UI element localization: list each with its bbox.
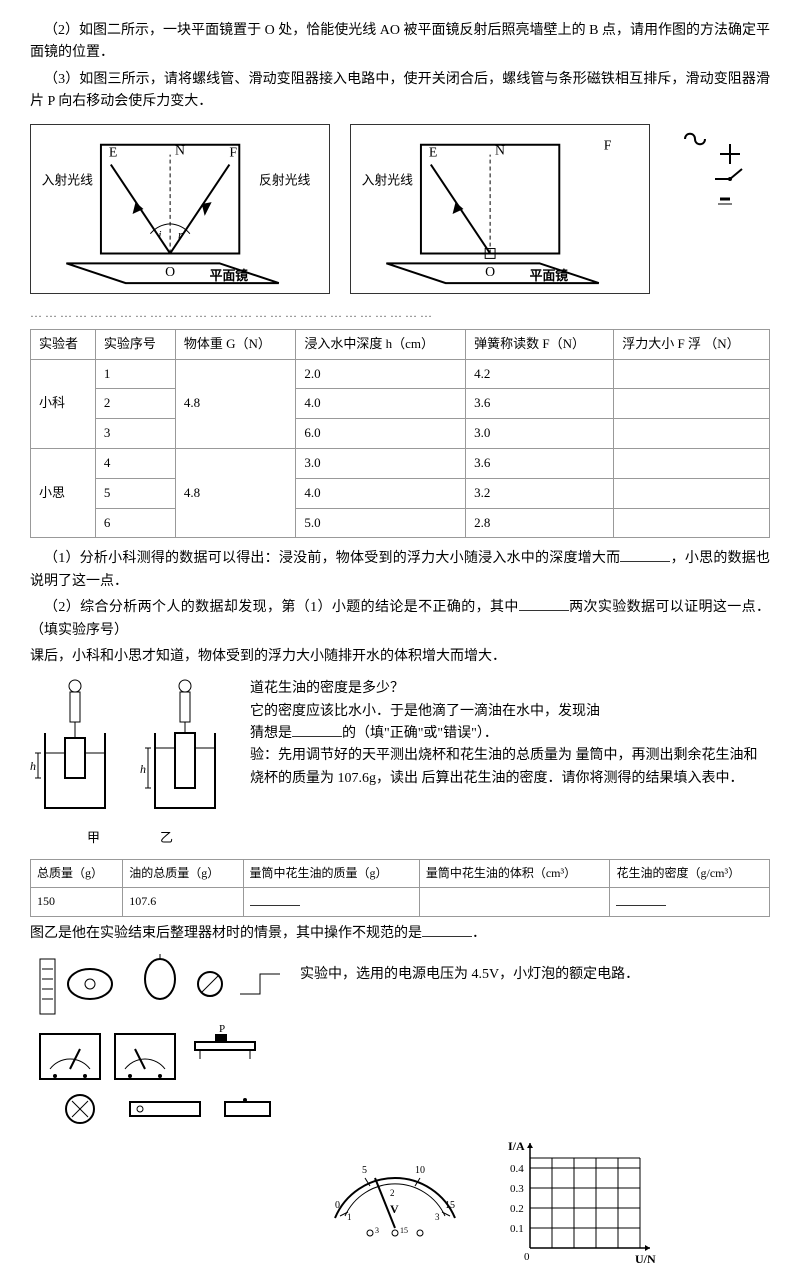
svg-text:0.3: 0.3: [510, 1183, 524, 1195]
question-3: （3）如图三所示，请将螺线管、滑动变阻器接入电路中，使开关闭合后，螺线管与条形磁…: [30, 69, 770, 114]
analysis-2: （2）综合分析两个人的数据却发现，第（1）小题的结论是不正确的，其中两次实验数据…: [30, 597, 770, 642]
svg-text:3: 3: [435, 1212, 440, 1222]
svg-text:r: r: [178, 227, 183, 241]
svg-text:入射光线: 入射光线: [362, 172, 413, 187]
label-yi: 乙: [160, 828, 173, 849]
svg-text:N: N: [495, 142, 505, 157]
th-depth: 浸入水中深度 h（cm）: [296, 329, 466, 359]
svg-text:1: 1: [347, 1212, 352, 1222]
mirror-diagram-1: E N F i r O 入射光线 反射光线 平面镜: [30, 124, 330, 294]
svg-text:h: h: [30, 759, 36, 773]
analysis-3: 课后，小科和小思才知道，物体受到的浮力大小随排开水的体积增大而增大．: [30, 646, 770, 668]
svg-text:3: 3: [375, 1226, 379, 1235]
svg-text:0: 0: [524, 1251, 530, 1263]
svg-text:平面镜: 平面镜: [530, 268, 569, 283]
mirror-diagrams-row: E N F i r O 入射光线 反射光线 平面镜 E N F O 入射光线 平…: [30, 124, 770, 294]
svg-text:F: F: [229, 144, 237, 159]
svg-text:入射光线: 入射光线: [42, 172, 93, 187]
th-weight: 物体重 G（N）: [175, 329, 296, 359]
voltmeter-dial: 0 5 10 15 1 2 3 3 15 V: [320, 1138, 470, 1238]
beaker-section: h h 甲 乙: [30, 678, 770, 849]
peanut-oil-text: 道花生油的密度是多少？ 它的密度应该比水小．于是他滴了一滴油在水中，发现油 猜想…: [250, 678, 770, 790]
equipment-row: P 实验中，选用的电源电压为 4.5V，小灯泡的额定电路．: [30, 954, 770, 1134]
svg-text:h: h: [140, 762, 146, 776]
svg-text:N: N: [175, 142, 185, 157]
svg-text:I/A: I/A: [508, 1139, 525, 1153]
svg-text:V: V: [390, 1202, 399, 1216]
svg-text:U/N: U/N: [635, 1252, 656, 1266]
svg-text:0.4: 0.4: [510, 1163, 524, 1175]
meter-chart-row: 0 5 10 15 1 2 3 3 15 V: [30, 1138, 770, 1268]
svg-text:10: 10: [415, 1165, 425, 1176]
iv-chart: I/A 0.4 0.3 0.2 0.1 U/N 0: [500, 1138, 660, 1268]
th-buoy: 浮力大小 F 浮 （N）: [614, 329, 770, 359]
svg-text:E: E: [109, 144, 117, 159]
beaker-yi: h: [140, 678, 230, 818]
svg-text:15: 15: [445, 1200, 455, 1211]
mirror-diagram-2: E N F O 入射光线 平面镜: [350, 124, 650, 294]
elec-text: 实验中，选用的电源电压为 4.5V，小灯泡的额定电路．: [300, 954, 770, 986]
th-spring: 弹簧称读数 F（N）: [466, 329, 614, 359]
svg-text:2: 2: [390, 1188, 395, 1198]
analysis-1: （1）分析小科测得的数据可以得出：浸没前，物体受到的浮力大小随浸入水中的深度增大…: [30, 548, 770, 593]
svg-text:5: 5: [362, 1165, 367, 1176]
partial-text-line: … … … … … … … … … … … … … … … … … … … … …: [30, 304, 770, 323]
cell-xiaosi: 小思: [31, 448, 96, 537]
svg-text:i: i: [158, 227, 161, 241]
svg-text:0.2: 0.2: [510, 1203, 524, 1215]
svg-text:0: 0: [335, 1200, 340, 1211]
svg-text:反射光线: 反射光线: [259, 172, 310, 187]
th-seq: 实验序号: [95, 329, 175, 359]
label-jia: 甲: [87, 828, 100, 849]
svg-text:E: E: [429, 144, 437, 159]
svg-text:O: O: [485, 264, 495, 279]
equipment-diagram: P: [30, 954, 290, 1134]
th-experimenter: 实验者: [31, 329, 96, 359]
circuit-icon: [670, 124, 750, 224]
density-table: 总质量（g） 油的总质量（g） 量筒中花生油的质量（g） 量筒中花生油的体积（c…: [30, 859, 770, 917]
svg-text:0.1: 0.1: [510, 1223, 524, 1235]
svg-text:F: F: [604, 137, 612, 152]
last-para: 图乙是他在实验结束后整理器材时的情景，其中操作不规范的是．: [30, 923, 770, 945]
svg-text:15: 15: [400, 1226, 408, 1235]
question-2: （2）如图二所示，一块平面镜置于 O 处，恰能使光线 AO 被平面镜反射后照亮墙…: [30, 20, 770, 65]
svg-text:P: P: [219, 1023, 225, 1035]
svg-text:O: O: [165, 264, 175, 279]
cell-xiaoke: 小科: [31, 359, 96, 448]
beaker-jia: h: [30, 678, 120, 818]
experiment-table: 实验者 实验序号 物体重 G（N） 浸入水中深度 h（cm） 弹簧称读数 F（N…: [30, 329, 770, 539]
svg-text:平面镜: 平面镜: [210, 268, 249, 283]
